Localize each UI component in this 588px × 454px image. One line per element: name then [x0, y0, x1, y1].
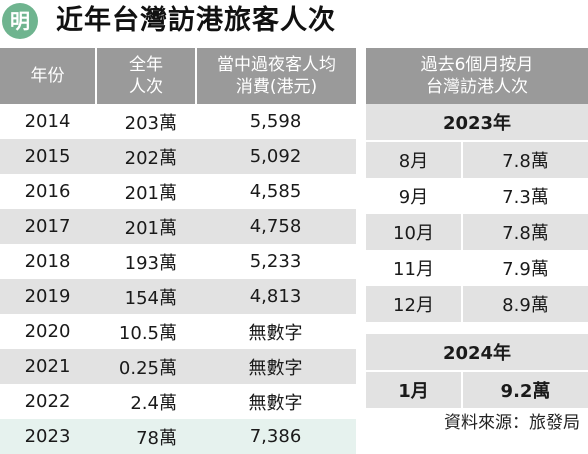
- cell-spending: 5,092: [249, 146, 302, 167]
- header-visitors: 全年 人次: [95, 48, 195, 104]
- cell-value: 7.8萬: [461, 214, 588, 250]
- table-row: 2017 201萬 4,758: [0, 209, 356, 244]
- cell-year: 2014: [24, 111, 71, 132]
- cell-month: 1月: [398, 381, 429, 402]
- source-note: 資料來源：旅發局: [444, 413, 580, 433]
- cell-visitors: 201萬: [124, 182, 177, 204]
- annual-visitors-table: 年份 全年 人次 當中過夜客人均 消費(港元) 2014 203萬 5,598 …: [0, 48, 356, 454]
- cell-month: 11月: [393, 259, 434, 280]
- cell-spending: 5,598: [249, 111, 302, 132]
- table-row: 2021 0.25萬 無數字: [0, 349, 356, 384]
- cell-visitors: 201萬: [124, 217, 177, 239]
- year-label-2023: 2023年: [366, 104, 588, 140]
- cell-month: 10月: [393, 223, 434, 244]
- cell-visitors: 0.25萬: [118, 357, 177, 379]
- table-row: 2014 203萬 5,598: [0, 104, 356, 139]
- cell-visitors: 10.5萬: [118, 322, 177, 344]
- cell-year: 2021: [24, 356, 71, 377]
- cell-visitors: 193萬: [124, 252, 177, 274]
- cell-month: 12月: [393, 295, 434, 316]
- cell-spending: 無數字: [248, 357, 303, 379]
- cell-visitors: 203萬: [124, 112, 177, 134]
- monthly-visitors-panel: 過去6個月按月 台灣訪港人次 2023年 8月 7.8萬 9月 7.3萬 10月…: [366, 48, 588, 408]
- table-row: 2015 202萬 5,092: [0, 139, 356, 174]
- cell-year: 2019: [24, 286, 71, 307]
- cell-value: 9.2萬: [461, 372, 588, 408]
- header-year: 年份: [30, 66, 65, 86]
- cell-year: 2017: [24, 216, 71, 237]
- cell-value: 7.8萬: [461, 142, 588, 178]
- month-row: 1月 9.2萬: [366, 372, 588, 408]
- month-row: 9月 7.3萬: [366, 178, 588, 214]
- month-row: 11月 7.9萬: [366, 250, 588, 286]
- cell-month: 9月: [398, 187, 429, 208]
- month-row: 8月 7.8萬: [366, 142, 588, 178]
- cell-visitors: 154萬: [124, 287, 177, 309]
- table-row: 2018 193萬 5,233: [0, 244, 356, 279]
- table-row: 2019 154萬 4,813: [0, 279, 356, 314]
- month-row: 10月 7.8萬: [366, 214, 588, 250]
- cell-spending: 無數字: [248, 392, 303, 414]
- cell-year: 2020: [24, 321, 71, 342]
- cell-spending: 無數字: [248, 322, 303, 344]
- cell-value: 8.9萬: [461, 286, 588, 322]
- cell-year: 2016: [24, 181, 71, 202]
- cell-spending: 4,758: [249, 216, 302, 237]
- cell-year: 2015: [24, 146, 71, 167]
- table-header: 年份 全年 人次 當中過夜客人均 消費(港元): [0, 48, 356, 104]
- cell-spending: 5,233: [249, 251, 302, 272]
- page-title: 近年台灣訪港旅客人次: [56, 5, 336, 36]
- cell-year: 2018: [24, 251, 71, 272]
- cell-visitors: 2.4萬: [130, 392, 177, 414]
- cell-visitors: 202萬: [124, 147, 177, 169]
- cell-year: 2022: [24, 391, 71, 412]
- table-row: 2022 2.4萬 無數字: [0, 384, 356, 419]
- cell-value: 7.9萬: [461, 250, 588, 286]
- panel-header: 過去6個月按月 台灣訪港人次: [366, 48, 588, 104]
- table-row: 2016 201萬 4,585: [0, 174, 356, 209]
- cell-month: 8月: [398, 151, 429, 172]
- year-label-2024: 2024年: [366, 334, 588, 370]
- ming-pao-logo: 明: [2, 3, 38, 39]
- cell-spending: 4,585: [249, 181, 302, 202]
- header-spending: 當中過夜客人均 消費(港元): [195, 48, 356, 104]
- header: 明 近年台灣訪港旅客人次: [0, 0, 588, 42]
- cell-spending: 4,813: [249, 286, 302, 307]
- month-row: 12月 8.9萬: [366, 286, 588, 322]
- cell-value: 7.3萬: [461, 178, 588, 214]
- table-row: 2020 10.5萬 無數字: [0, 314, 356, 349]
